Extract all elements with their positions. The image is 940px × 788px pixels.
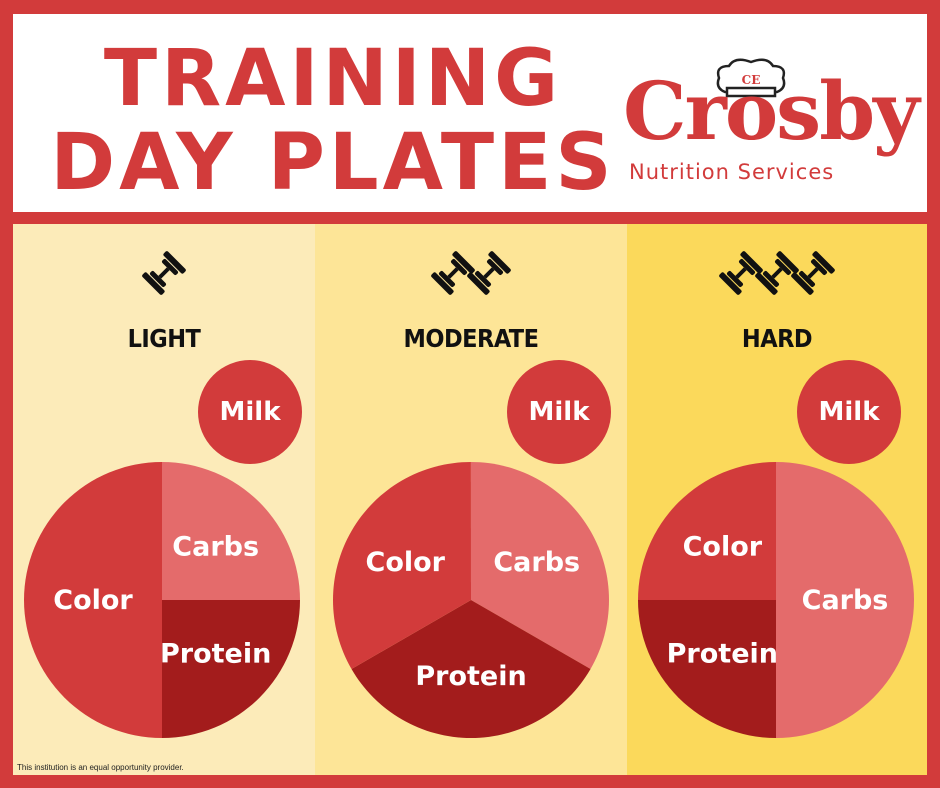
pie-slice-carbs bbox=[471, 462, 609, 669]
dumbbell-icon bbox=[791, 251, 835, 304]
pie-slice-carbs bbox=[776, 462, 914, 738]
pie-label-protein: Protein bbox=[667, 639, 778, 670]
plate-panel-moderate: MODERATE Milk Carbs Protein Color bbox=[315, 224, 627, 775]
pie-slice-carbs bbox=[162, 462, 300, 600]
title-line-1: TRAINING bbox=[103, 34, 563, 124]
dumbbell-icons bbox=[13, 246, 315, 304]
plate-panel-hard: HARD Milk Carbs Protein Color bbox=[627, 224, 927, 775]
level-label: MODERATE bbox=[403, 324, 539, 353]
pie-label-carbs: Carbs bbox=[172, 531, 259, 562]
milk-circle: Milk bbox=[198, 360, 302, 464]
plate-pie-chart: Carbs Protein Color bbox=[333, 462, 609, 738]
pie-slice-color bbox=[24, 462, 162, 738]
dumbbell-icon bbox=[467, 251, 511, 304]
header: TRAINING DAY PLATES CE Crosby Nutrition … bbox=[13, 14, 927, 212]
pie-slice-protein bbox=[638, 600, 776, 738]
pie-label-carbs: Carbs bbox=[493, 547, 580, 578]
plate-pie-chart: Carbs Protein Color bbox=[638, 462, 914, 738]
pie-slice-protein bbox=[162, 600, 300, 738]
milk-circle: Milk bbox=[507, 360, 611, 464]
footer-disclaimer: This institution is an equal opportunity… bbox=[17, 763, 184, 772]
pie-slice-color bbox=[333, 462, 471, 670]
pie-label-carbs: Carbs bbox=[802, 585, 889, 616]
dumbbell-icon bbox=[431, 251, 475, 304]
pie-label-color: Color bbox=[683, 531, 763, 562]
dumbbell-icon bbox=[142, 251, 186, 304]
dumbbell-icon bbox=[719, 251, 763, 304]
pie-label-protein: Protein bbox=[160, 639, 271, 670]
milk-circle: Milk bbox=[797, 360, 901, 464]
title-line-2: DAY PLATES bbox=[50, 118, 616, 208]
crosby-logo: CE Crosby Nutrition Services bbox=[613, 48, 920, 198]
pie-label-color: Color bbox=[366, 547, 446, 578]
dumbbell-icons bbox=[627, 246, 927, 304]
plate-panel-light: LIGHT Milk Carbs Protein Color bbox=[13, 224, 315, 775]
dumbbell-icon bbox=[755, 251, 799, 304]
logo-subtitle: Nutrition Services bbox=[629, 160, 835, 184]
level-label: HARD bbox=[741, 324, 813, 353]
pie-label-protein: Protein bbox=[415, 661, 526, 692]
pie-label-color: Color bbox=[53, 585, 133, 616]
level-label: LIGHT bbox=[127, 324, 201, 353]
svg-text:CE: CE bbox=[742, 73, 761, 87]
logo-wordmark: Crosby bbox=[623, 64, 920, 158]
pie-slice-protein bbox=[351, 600, 591, 738]
plate-pie-chart: Carbs Protein Color bbox=[24, 462, 300, 738]
dumbbell-icons bbox=[315, 246, 627, 304]
chef-hat-icon: CE bbox=[716, 58, 786, 98]
pie-slice-color bbox=[638, 462, 776, 600]
